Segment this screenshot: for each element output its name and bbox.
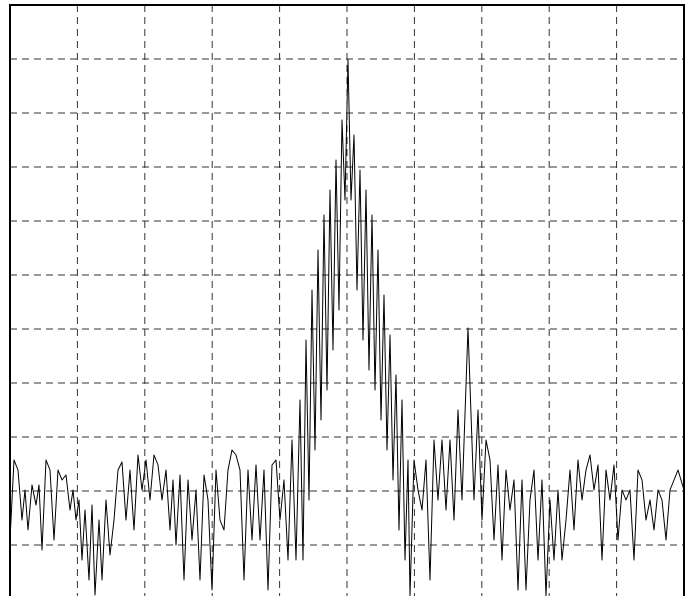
plot-frame — [9, 4, 685, 596]
trace — [9, 59, 685, 596]
